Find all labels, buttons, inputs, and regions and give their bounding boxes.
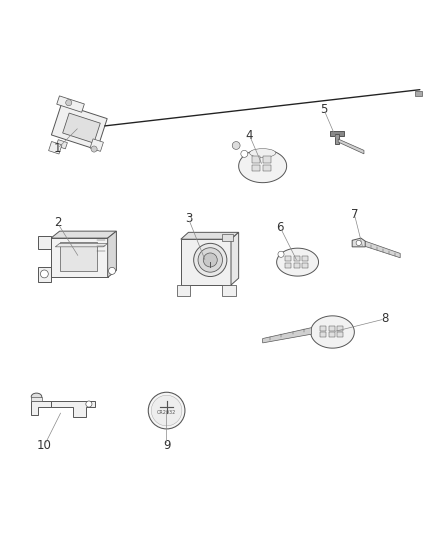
Text: 3: 3	[185, 212, 192, 225]
Text: 8: 8	[381, 312, 389, 325]
Bar	[181, 239, 231, 285]
Circle shape	[232, 142, 240, 149]
Bar	[416, 91, 422, 96]
Bar	[286, 263, 291, 268]
Polygon shape	[55, 244, 108, 247]
Bar	[302, 256, 308, 261]
Circle shape	[203, 253, 217, 267]
Circle shape	[91, 146, 97, 152]
Bar	[337, 326, 343, 330]
Polygon shape	[108, 231, 117, 277]
Circle shape	[151, 395, 182, 426]
Bar	[252, 157, 260, 163]
Polygon shape	[330, 131, 344, 136]
Polygon shape	[277, 248, 318, 276]
Bar	[252, 165, 260, 171]
Polygon shape	[31, 401, 51, 415]
Text: CR2032: CR2032	[157, 410, 176, 415]
Ellipse shape	[250, 149, 276, 157]
Bar	[222, 233, 233, 241]
Text: 10: 10	[37, 439, 52, 452]
Text: 6: 6	[276, 221, 284, 233]
Polygon shape	[231, 232, 239, 285]
Text: 1: 1	[54, 142, 61, 155]
Bar	[263, 165, 271, 171]
Polygon shape	[51, 231, 117, 238]
Polygon shape	[51, 401, 95, 417]
Circle shape	[356, 240, 361, 246]
Polygon shape	[38, 236, 51, 249]
Polygon shape	[239, 149, 287, 183]
Circle shape	[278, 251, 284, 257]
Polygon shape	[181, 232, 239, 239]
Circle shape	[40, 270, 48, 278]
Circle shape	[198, 248, 223, 272]
Bar	[320, 333, 326, 337]
Polygon shape	[63, 113, 100, 143]
Polygon shape	[57, 96, 85, 112]
Polygon shape	[49, 141, 62, 154]
Circle shape	[241, 150, 248, 157]
Bar	[337, 333, 343, 337]
Circle shape	[66, 100, 72, 106]
Polygon shape	[56, 140, 67, 149]
Polygon shape	[365, 241, 400, 258]
Polygon shape	[263, 328, 311, 343]
Bar	[328, 326, 335, 330]
Bar	[286, 256, 291, 261]
Bar	[31, 397, 42, 401]
Ellipse shape	[31, 393, 42, 400]
Polygon shape	[38, 266, 51, 282]
Text: 7: 7	[350, 208, 358, 221]
Polygon shape	[335, 134, 339, 144]
Polygon shape	[90, 139, 103, 151]
Text: 2: 2	[54, 216, 61, 229]
Polygon shape	[177, 285, 190, 296]
Text: 4: 4	[246, 129, 253, 142]
Bar	[328, 333, 335, 337]
Polygon shape	[222, 285, 236, 296]
Circle shape	[109, 268, 116, 274]
Circle shape	[86, 401, 92, 407]
Text: 5: 5	[320, 103, 328, 116]
Bar	[263, 157, 271, 163]
Bar	[293, 263, 300, 268]
Bar	[302, 263, 308, 268]
Bar	[293, 256, 300, 261]
Circle shape	[148, 392, 185, 429]
Polygon shape	[51, 238, 108, 277]
Circle shape	[194, 244, 227, 277]
Bar	[320, 326, 326, 330]
Polygon shape	[352, 238, 365, 247]
Polygon shape	[311, 316, 354, 348]
Text: 9: 9	[163, 439, 170, 452]
Polygon shape	[51, 104, 107, 150]
Bar	[60, 243, 97, 271]
Polygon shape	[338, 139, 364, 154]
